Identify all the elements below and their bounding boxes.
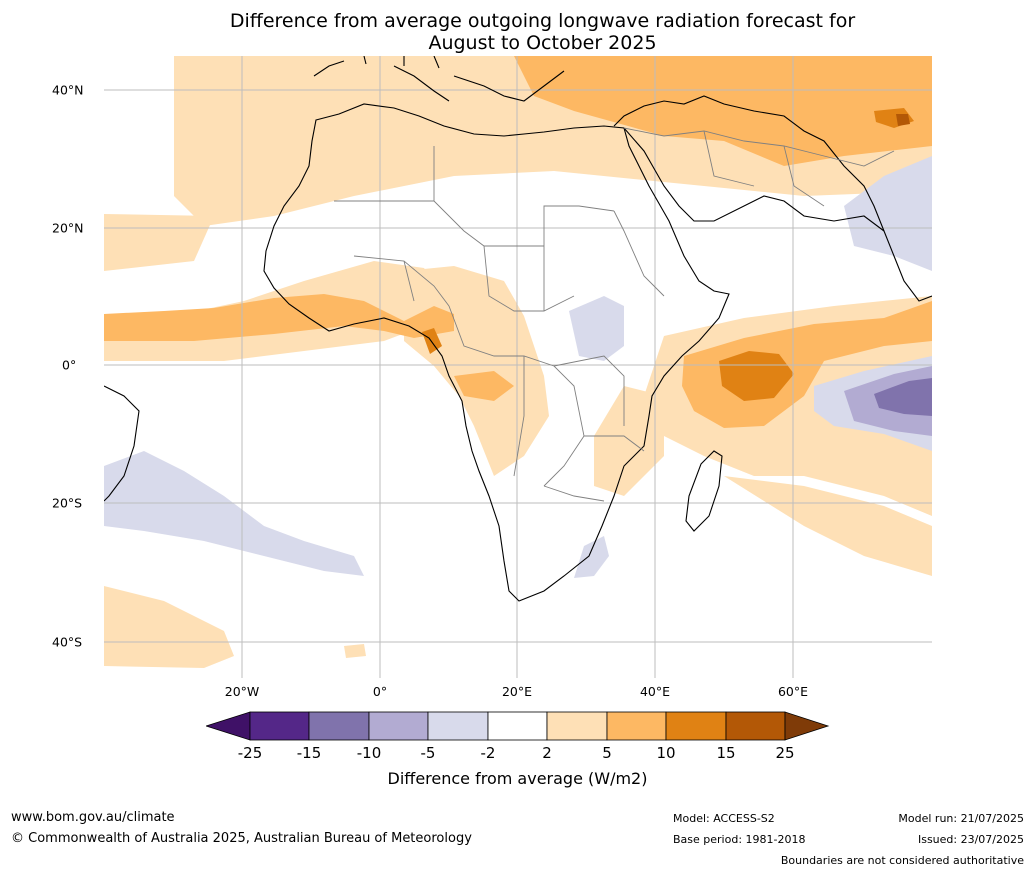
title-line-2: August to October 2025 (428, 32, 657, 54)
colorbar-arrow-max (784, 711, 830, 741)
colorbar-segment-9 (725, 711, 786, 741)
lat-label-40s: 40°S (52, 634, 83, 650)
copyright-text: © Commonwealth of Australia 2025, Austra… (11, 831, 472, 846)
lon-label-20w: 20°W (224, 684, 260, 699)
colorbar-label-1: -25 (237, 744, 263, 762)
lon-label-20e: 20°E (501, 684, 533, 699)
colorbar-segment-4 (427, 711, 489, 741)
colorbar-label-8: 10 (656, 744, 676, 762)
colorbar (206, 711, 830, 741)
lon-label-40e: 40°E (639, 684, 671, 699)
issued-text: Issued: 23/07/2025 (917, 833, 1024, 846)
colorbar-label-4: -5 (420, 744, 436, 762)
colorbar-segment-7 (606, 711, 667, 741)
colorbar-arrow-min (206, 711, 251, 741)
lon-label-0: 0° (372, 684, 388, 699)
lat-label-equator: 0° (62, 357, 77, 373)
map-svg (104, 56, 932, 678)
anomaly-positive-extreme (896, 114, 910, 126)
colorbar-segment-8 (665, 711, 727, 741)
colorbar-segment-6 (546, 711, 608, 741)
disclaimer-text: Boundaries are not considered authoritat… (780, 854, 1024, 867)
graticule (104, 56, 932, 678)
colorbar-label-5: -2 (480, 744, 496, 762)
colorbar-label-6: 2 (542, 744, 552, 762)
anomaly-negative-strong (874, 378, 932, 416)
colorbar-label-10: 25 (775, 744, 795, 762)
colorbar-label-9: 15 (716, 744, 736, 762)
colorbar-segment-2 (308, 711, 370, 741)
map-title: Difference from average outgoing longwav… (0, 10, 1035, 54)
model-text: Model: ACCESS-S2 (673, 812, 775, 825)
colorbar-segment-1 (249, 711, 310, 741)
title-line-1: Difference from average outgoing longwav… (229, 10, 856, 32)
lat-label-40n: 40°N (52, 82, 84, 98)
colorbar-title: Difference from average (W/m2) (387, 769, 648, 788)
model-run-text: Model run: 21/07/2025 (898, 812, 1024, 825)
lat-label-20s: 20°S (52, 495, 83, 511)
website-link[interactable]: www.bom.gov.au/climate (11, 810, 175, 825)
colorbar-segment-3 (368, 711, 429, 741)
base-period-text: Base period: 1981-2018 (673, 833, 806, 846)
coastlines (104, 56, 932, 602)
lon-label-60e: 60°E (777, 684, 809, 699)
country-borders (334, 127, 895, 502)
colorbar-label-3: -10 (356, 744, 382, 762)
colorbar-label-2: -15 (296, 744, 322, 762)
colorbar-label-7: 5 (602, 744, 612, 762)
forecast-map (104, 56, 932, 678)
colorbar-segment-5 (487, 711, 548, 741)
lat-label-20n: 20°N (52, 220, 84, 236)
